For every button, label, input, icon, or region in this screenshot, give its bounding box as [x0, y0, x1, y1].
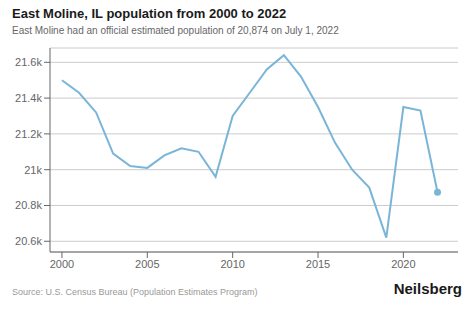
html-text:Neilsberg: Neilsberg — [393, 280, 462, 297]
svg-text:20.8k: 20.8k — [15, 199, 42, 211]
svg-text:2000: 2000 — [50, 258, 74, 270]
svg-text:2010: 2010 — [220, 258, 244, 270]
svg-text:21.4k: 21.4k — [15, 92, 42, 104]
html-text:East Moline had an official es: East Moline had an official estimated po… — [12, 25, 339, 36]
svg-text:2020: 2020 — [391, 258, 415, 270]
svg-text:21.2k: 21.2k — [15, 128, 42, 140]
svg-text:20.6k: 20.6k — [15, 235, 42, 247]
svg-text:2015: 2015 — [306, 258, 330, 270]
svg-text:2005: 2005 — [135, 258, 159, 270]
svg-text:21k: 21k — [24, 164, 42, 176]
svg-text:21.6k: 21.6k — [15, 56, 42, 68]
html-text:Source: U.S. Census Bureau (Po: Source: U.S. Census Bureau (Population E… — [12, 287, 258, 297]
html-text:East Moline, IL population fro: East Moline, IL population from 2000 to … — [12, 6, 287, 21]
